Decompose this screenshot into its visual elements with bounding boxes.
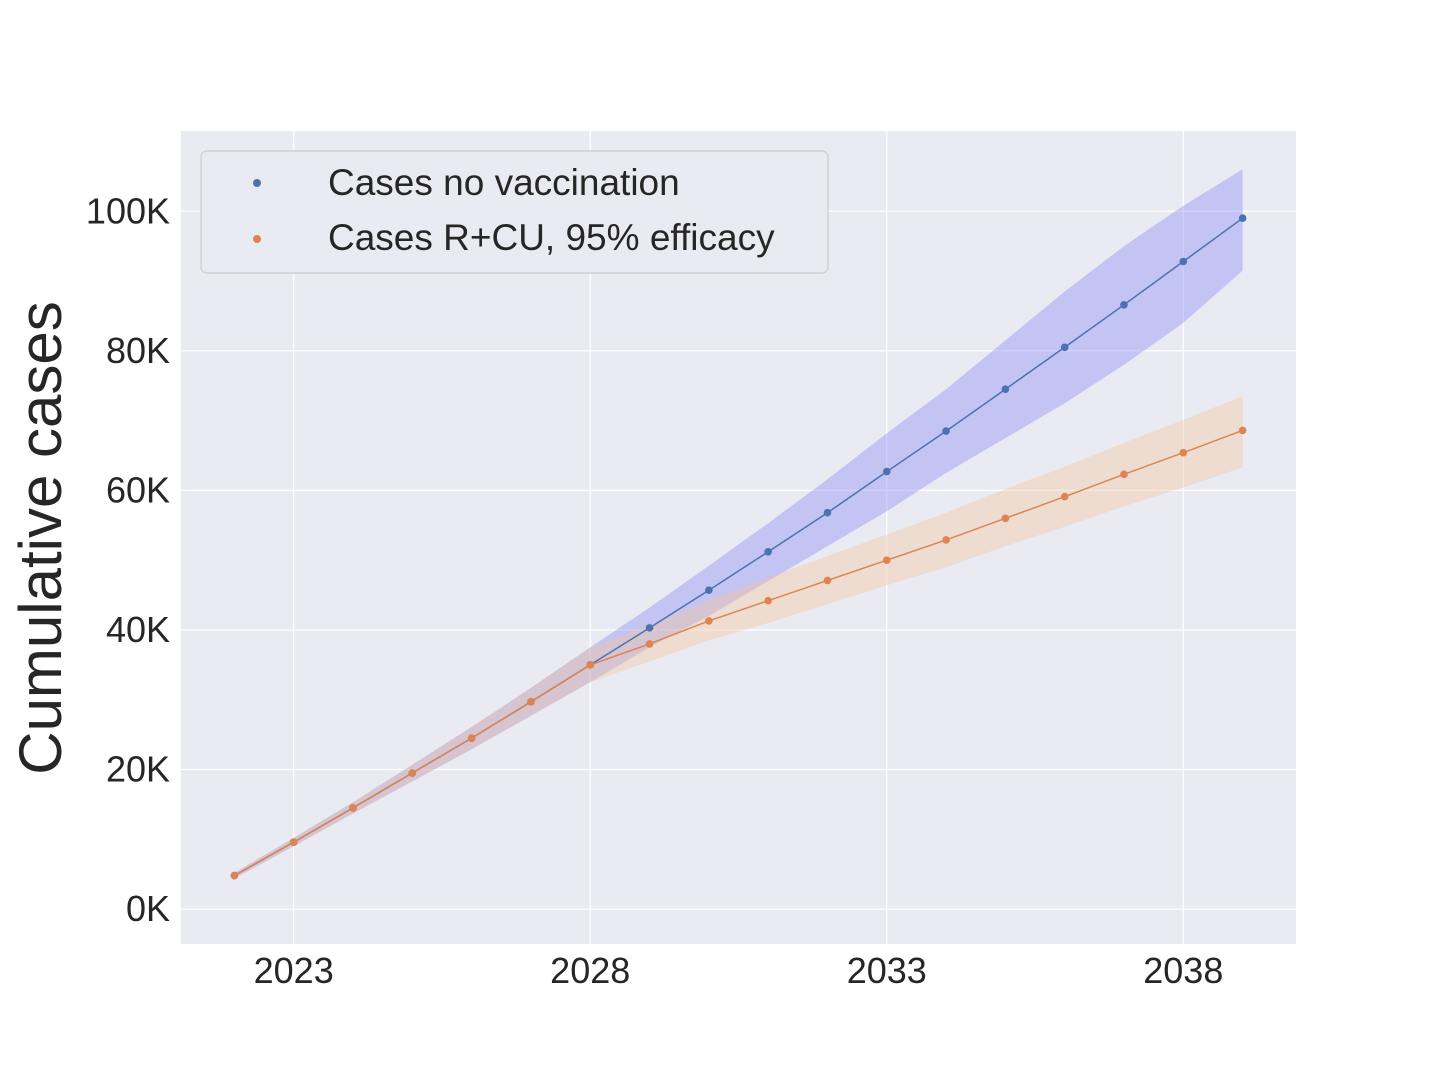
data-point-series-2 xyxy=(764,596,772,605)
data-point-series-2 xyxy=(1238,426,1247,435)
x-tick-label: 2023 xyxy=(254,950,334,991)
data-point-series-2 xyxy=(1001,514,1010,523)
data-point-series-2 xyxy=(645,640,654,648)
y-tick-label: 100K xyxy=(86,190,170,231)
legend-marker-series-2 xyxy=(253,235,261,243)
series-lines xyxy=(234,217,1244,877)
legend-label-series-2: Cases R+CU, 95% efficacy xyxy=(328,217,775,258)
x-tick-labels: 2023 2028 2033 2038 xyxy=(254,950,1224,991)
legend-label-series-1: Cases no vaccination xyxy=(328,162,680,203)
data-point-series-2 xyxy=(882,556,891,564)
data-point-series-1 xyxy=(705,586,713,594)
legend: Cases no vaccination Cases R+CU, 95% eff… xyxy=(200,150,829,274)
data-point-series-1 xyxy=(1060,343,1069,352)
data-point-series-1 xyxy=(942,427,950,435)
data-point-series-2 xyxy=(289,838,298,846)
x-tick-label: 2038 xyxy=(1143,950,1223,991)
y-tick-label: 40K xyxy=(106,609,170,650)
data-point-series-2 xyxy=(942,536,950,544)
y-tick-label: 0K xyxy=(126,888,170,929)
data-point-series-2 xyxy=(705,617,713,625)
y-tick-label: 60K xyxy=(106,469,170,510)
data-point-series-2 xyxy=(408,769,417,777)
data-point-series-1 xyxy=(764,548,772,556)
data-point-series-2 xyxy=(1179,448,1188,457)
data-point-series-2 xyxy=(1060,492,1069,501)
data-point-series-1 xyxy=(645,624,654,632)
data-point-series-2 xyxy=(823,576,832,585)
data-point-series-1 xyxy=(882,467,891,476)
y-tick-labels: 0K 20K 40K 60K 80K 100K xyxy=(86,190,170,929)
data-point-series-2 xyxy=(1120,470,1128,479)
y-tick-label: 20K xyxy=(106,749,170,790)
x-tick-label: 2033 xyxy=(847,950,927,991)
confidence-band-series-1 xyxy=(234,169,1243,879)
data-points xyxy=(230,214,1247,880)
y-tick-label: 80K xyxy=(106,330,170,371)
confidence-band-series-2 xyxy=(234,396,1243,879)
legend-box xyxy=(200,150,829,274)
x-tick-label: 2028 xyxy=(550,950,630,991)
data-point-series-1 xyxy=(1120,300,1128,309)
confidence-bands xyxy=(234,169,1243,879)
data-point-series-1 xyxy=(823,508,832,517)
data-point-series-1 xyxy=(1179,257,1188,266)
legend-marker-series-1 xyxy=(253,179,261,187)
series-line-2 xyxy=(234,429,1243,877)
y-axis-label: Cumulative cases xyxy=(7,301,74,775)
data-point-series-2 xyxy=(586,661,595,669)
data-point-series-2 xyxy=(349,804,357,812)
data-point-series-1 xyxy=(1238,214,1247,223)
data-point-series-2 xyxy=(230,871,239,880)
data-point-series-1 xyxy=(1001,385,1010,394)
data-point-series-2 xyxy=(467,734,476,742)
data-point-series-2 xyxy=(527,698,535,706)
